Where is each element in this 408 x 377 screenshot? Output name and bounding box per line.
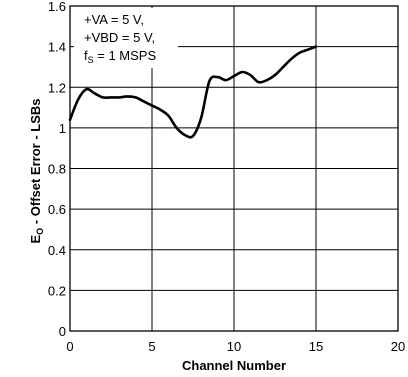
y-tick-labels: 0 0.2 0.4 0.6 0.8 1 1.2 1.4 1.6 xyxy=(48,0,66,339)
annotation-f-rest: = 1 MSPS xyxy=(94,48,157,63)
y-axis-title-main: E xyxy=(28,234,43,243)
y-tick-label: 0.6 xyxy=(48,202,66,217)
annotation-f-sub: S xyxy=(88,55,94,65)
series-line xyxy=(68,45,318,139)
y-axis-title-rest: - Offset Error - LSBs xyxy=(28,99,43,228)
annotation-f: f xyxy=(84,48,88,63)
y-tick-label: 1.4 xyxy=(48,40,66,55)
x-tick-label: 10 xyxy=(227,339,241,354)
annotation-box xyxy=(74,8,178,68)
x-tick-label: 0 xyxy=(66,339,73,354)
y-tick-label: 1.6 xyxy=(48,0,66,14)
y-tick-label: 0.4 xyxy=(48,243,66,258)
x-tick-labels: 0 5 10 15 20 xyxy=(66,339,405,354)
y-tick-label: 0.2 xyxy=(48,283,66,298)
y-tick-label: 1 xyxy=(59,121,66,136)
grid xyxy=(70,6,398,331)
x-axis-title: Channel Number xyxy=(182,358,286,373)
annotation-line-3: fS = 1 MSPS xyxy=(84,48,156,65)
y-axis-title-sub: O xyxy=(35,228,45,235)
annotation-line-2: +VBD = 5 V, xyxy=(84,30,155,45)
annotation-line-1: +VA = 5 V, xyxy=(84,12,144,27)
x-tick-label: 15 xyxy=(309,339,323,354)
x-tick-label: 20 xyxy=(391,339,405,354)
x-tick-label: 5 xyxy=(148,339,155,354)
y-axis-title: EO - Offset Error - LSBs xyxy=(28,99,45,244)
plot-frame xyxy=(69,5,399,332)
y-tick-label: 0.8 xyxy=(48,162,66,177)
y-tick-label: 0 xyxy=(59,324,66,339)
y-tick-label: 1.2 xyxy=(48,80,66,95)
plot-border xyxy=(69,5,399,332)
